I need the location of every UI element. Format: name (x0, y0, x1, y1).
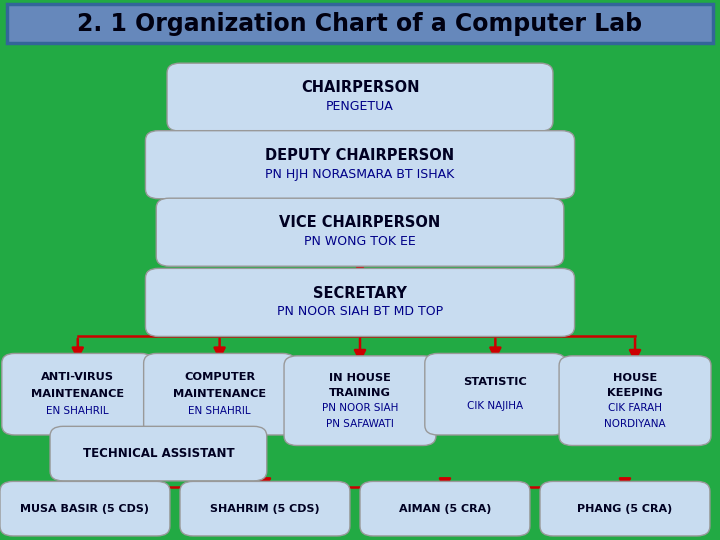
Text: VICE CHAIRPERSON: VICE CHAIRPERSON (279, 215, 441, 231)
Text: PENGETUA: PENGETUA (326, 100, 394, 113)
Text: NORDIYANA: NORDIYANA (604, 418, 666, 429)
FancyBboxPatch shape (559, 356, 711, 446)
Text: MUSA BASIR (5 CDS): MUSA BASIR (5 CDS) (20, 504, 150, 514)
FancyBboxPatch shape (284, 356, 436, 446)
Text: STATISTIC: STATISTIC (464, 377, 527, 387)
FancyBboxPatch shape (50, 427, 266, 481)
Text: ANTI-VIRUS: ANTI-VIRUS (41, 372, 114, 382)
FancyBboxPatch shape (425, 353, 566, 435)
Text: PN SAFAWATI: PN SAFAWATI (326, 418, 394, 429)
Text: TECHNICAL ASSISTANT: TECHNICAL ASSISTANT (83, 447, 234, 460)
Text: KEEPING: KEEPING (607, 388, 663, 398)
FancyBboxPatch shape (180, 482, 350, 536)
FancyBboxPatch shape (7, 4, 713, 43)
Text: PN WONG TOK EE: PN WONG TOK EE (304, 235, 416, 248)
Text: IN HOUSE: IN HOUSE (329, 373, 391, 383)
FancyBboxPatch shape (0, 482, 170, 536)
Text: SHAHRIM (5 CDS): SHAHRIM (5 CDS) (210, 504, 320, 514)
FancyBboxPatch shape (145, 131, 575, 199)
Text: PN NOOR SIAH: PN NOOR SIAH (322, 403, 398, 413)
Text: PHANG (5 CRA): PHANG (5 CRA) (577, 504, 672, 514)
Text: TRAINING: TRAINING (329, 388, 391, 398)
Text: EN SHAHRIL: EN SHAHRIL (189, 407, 251, 416)
Text: HOUSE: HOUSE (613, 373, 657, 383)
FancyBboxPatch shape (167, 63, 553, 131)
FancyBboxPatch shape (540, 482, 710, 536)
Text: SECRETARY: SECRETARY (313, 286, 407, 301)
FancyBboxPatch shape (2, 353, 154, 435)
FancyBboxPatch shape (144, 353, 296, 435)
FancyBboxPatch shape (156, 198, 564, 266)
Text: CHAIRPERSON: CHAIRPERSON (301, 80, 419, 96)
Text: 2. 1 Organization Chart of a Computer Lab: 2. 1 Organization Chart of a Computer La… (78, 12, 642, 36)
Text: MAINTENANCE: MAINTENANCE (173, 389, 266, 399)
Text: CIK FARAH: CIK FARAH (608, 403, 662, 413)
FancyBboxPatch shape (360, 482, 530, 536)
FancyBboxPatch shape (145, 268, 575, 336)
Text: DEPUTY CHAIRPERSON: DEPUTY CHAIRPERSON (266, 148, 454, 163)
Text: CIK NAJIHA: CIK NAJIHA (467, 401, 523, 411)
Text: AIMAN (5 CRA): AIMAN (5 CRA) (399, 504, 491, 514)
Text: PN HJH NORASMARA BT ISHAK: PN HJH NORASMARA BT ISHAK (266, 167, 454, 180)
Text: COMPUTER: COMPUTER (184, 372, 255, 382)
Text: EN SHAHRIL: EN SHAHRIL (47, 407, 109, 416)
Text: PN NOOR SIAH BT MD TOP: PN NOOR SIAH BT MD TOP (277, 305, 443, 318)
Text: MAINTENANCE: MAINTENANCE (31, 389, 125, 399)
